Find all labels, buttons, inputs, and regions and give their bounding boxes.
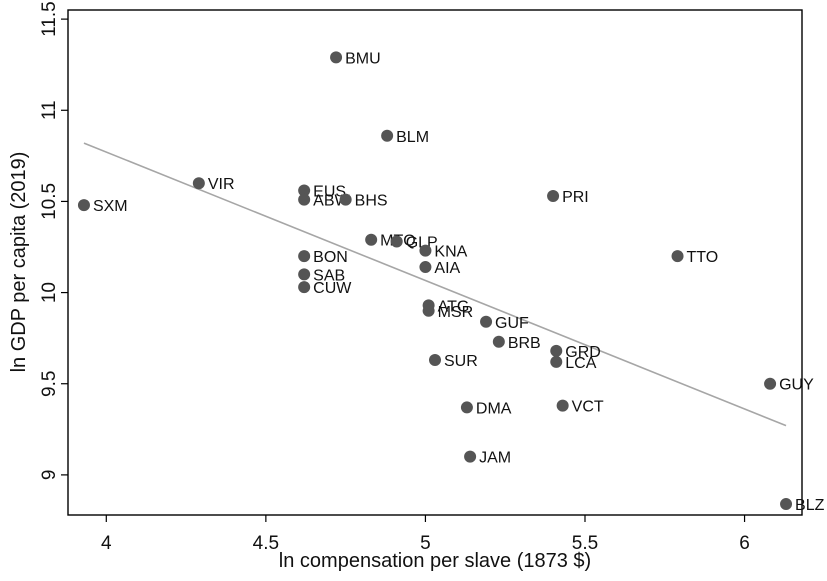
point-label: VCT	[572, 399, 604, 416]
data-point	[77, 199, 90, 212]
data-point	[460, 401, 473, 414]
point-label: ATG	[438, 298, 470, 315]
data-point	[480, 315, 493, 328]
point-label: BHS	[355, 193, 388, 210]
data-point	[298, 281, 311, 294]
data-point	[192, 177, 205, 190]
data-point	[550, 355, 563, 368]
fit-line	[83, 142, 787, 427]
data-point	[390, 235, 403, 248]
point-label: MSR	[438, 304, 474, 321]
y-axis-ticks: 9 9.5 10 10.5 11 11.5	[39, 1, 68, 480]
data-point	[429, 354, 441, 367]
y-tick-label: 10	[39, 282, 60, 303]
plot-frame	[67, 9, 803, 516]
point-label: CUW	[313, 280, 352, 297]
data-point	[550, 344, 563, 357]
y-tick-label: 9	[39, 470, 60, 481]
x-tick-label: 4	[101, 533, 112, 554]
point-label: DMA	[476, 400, 512, 417]
points-group: BMUBLMVIRSXMEUSABWBHSPRIMTQGLPKNAAIABONS…	[77, 50, 825, 514]
data-point	[419, 244, 432, 257]
y-tick-label: 10.5	[39, 183, 60, 220]
data-point	[330, 51, 343, 64]
data-point	[547, 189, 560, 202]
point-label: BLM	[396, 129, 429, 146]
data-point	[419, 261, 432, 274]
fit-line-group	[83, 142, 787, 427]
data-point	[298, 193, 311, 206]
data-point	[780, 498, 793, 511]
data-point	[492, 335, 505, 348]
point-label: TTO	[687, 249, 719, 266]
x-axis-title: ln compensation per slave (1873 $)	[279, 550, 591, 572]
point-label: GUF	[495, 315, 529, 332]
point-label: SAB	[313, 267, 345, 284]
y-tick-label: 11	[39, 100, 60, 120]
point-label: VIR	[208, 176, 235, 193]
data-point	[422, 304, 435, 317]
point-label: BON	[313, 249, 348, 266]
data-point	[365, 233, 378, 246]
x-tick-label: 5	[420, 533, 431, 554]
y-tick-label: 9.5	[39, 371, 60, 397]
point-label: BRB	[508, 335, 541, 352]
data-point	[298, 250, 311, 263]
x-tick-label: 5.5	[572, 533, 598, 554]
y-axis-title: ln GDP per capita (2019)	[8, 152, 30, 373]
point-label: GUY	[779, 377, 814, 394]
data-point	[764, 377, 777, 390]
x-tick-label: 6	[739, 533, 750, 554]
data-point	[298, 184, 311, 197]
point-label: EUS	[313, 183, 346, 200]
data-point	[556, 399, 569, 412]
point-label: GRD	[565, 344, 601, 361]
data-point	[298, 268, 311, 281]
point-label: JAM	[479, 450, 511, 467]
point-label: SUR	[444, 353, 478, 370]
point-label: PRI	[562, 189, 589, 206]
y-tick-label: 11.5	[39, 1, 60, 37]
data-point	[339, 193, 352, 206]
point-label: LCA	[565, 355, 596, 372]
point-label: BLZ	[795, 497, 825, 514]
point-label: SXM	[93, 198, 128, 215]
data-point	[381, 129, 394, 142]
x-axis-ticks: 4 4.5 5 5.5 6	[101, 515, 750, 554]
point-label: BMU	[345, 50, 381, 67]
point-label: AIA	[434, 260, 460, 277]
point-label: KNA	[434, 244, 467, 261]
data-point	[464, 450, 477, 463]
data-point	[671, 250, 684, 263]
x-tick-label: 4.5	[253, 533, 279, 554]
